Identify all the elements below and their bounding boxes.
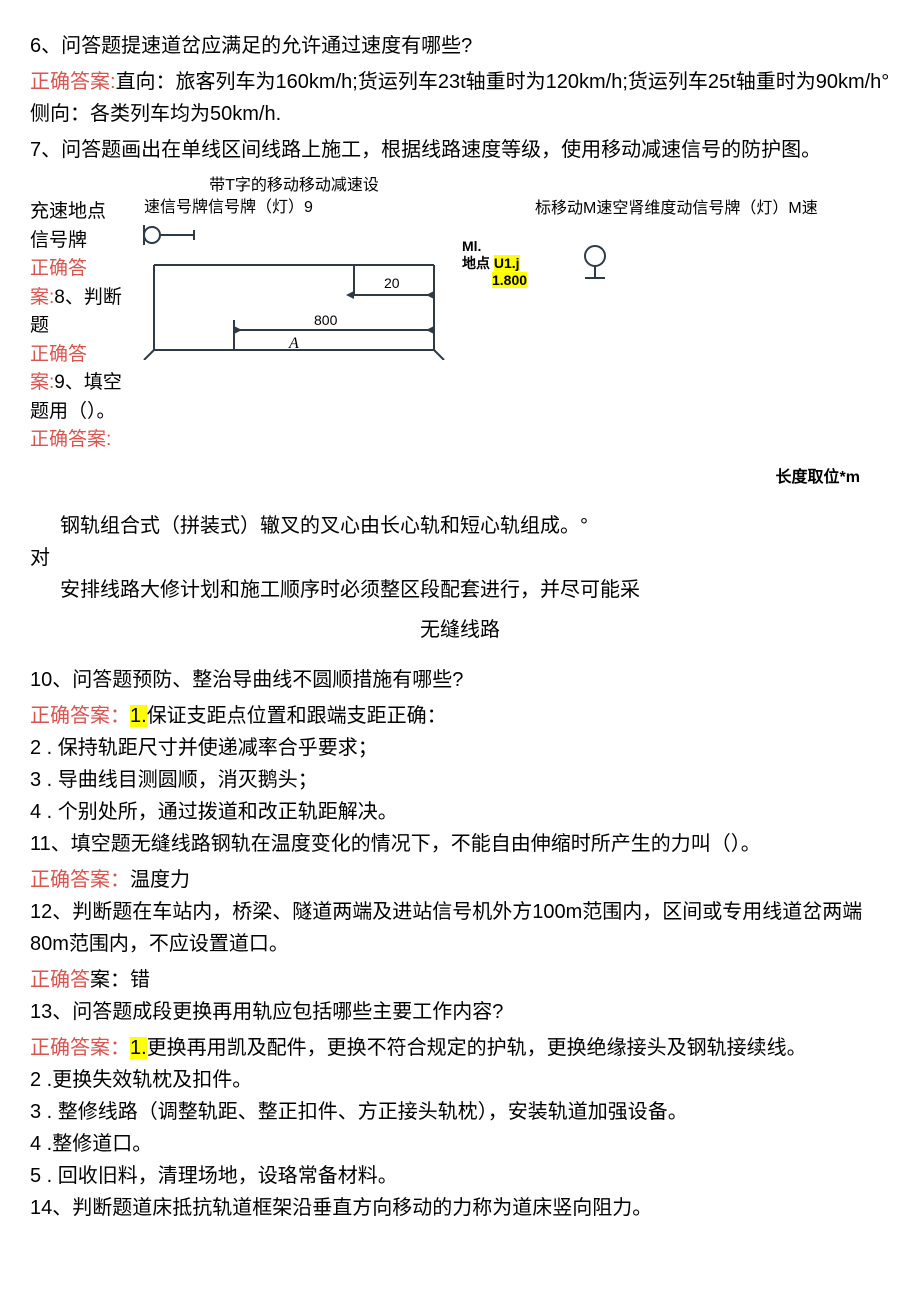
q12-answer-text: 案：错 bbox=[90, 969, 150, 991]
q10-a2: 2 . 保持轨距尺寸并使递减率合乎要求； bbox=[30, 732, 890, 764]
center-text: 无缝线路 bbox=[30, 614, 890, 646]
diagram-right-col: Ml. 地点 U1.j 1.800 bbox=[462, 176, 527, 288]
protection-diagram: 20 800 A bbox=[134, 220, 454, 360]
q13-a3: 3 . 整修线路（调整轨距、整正扣件、方正接头轨枕），安装轨道加强设备。 bbox=[30, 1096, 890, 1128]
svg-text:20: 20 bbox=[384, 275, 400, 291]
diag-u1j: U1.j bbox=[494, 255, 520, 271]
q10-a4: 4 . 个别处所，通过拨道和改正轨距解决。 bbox=[30, 796, 890, 828]
signal-icon bbox=[575, 242, 615, 282]
q13-a2: 2 .更换失效轨枕及扣件。 bbox=[30, 1064, 890, 1096]
diagram-section: 充速地点 信号牌 正确答案:8、判断题 正确答案:9、填空题用（）。 正确答案:… bbox=[30, 176, 890, 455]
para1b: 对 bbox=[30, 542, 890, 574]
diagram-far-right: 标移动M速空肾维度动信号牌（灯）M速 bbox=[535, 196, 818, 282]
q6-answer-text: 直向：旅客列车为160km/h;货运列车23t轴重时为120km/h;货运列车2… bbox=[30, 71, 889, 125]
diag-1800: 1.800 bbox=[492, 272, 527, 288]
q10-answer-label: 正确答案： bbox=[30, 705, 130, 727]
diag-mid-h2: 速信号牌信号牌（灯）9 bbox=[134, 198, 454, 218]
diag-left-a3: 正确答案: bbox=[30, 429, 111, 450]
q11-answer-text: 温度力 bbox=[130, 869, 190, 891]
q6-text: 6、问答题提速道岔应满足的允许通过速度有哪些? bbox=[30, 30, 890, 62]
diag-right-text: 标移动M速空肾维度动信号牌（灯）M速 bbox=[535, 196, 818, 222]
svg-text:A: A bbox=[288, 335, 299, 352]
diag-left-1: 充速地点 bbox=[30, 198, 126, 227]
q12-answer: 正确答案：错 bbox=[30, 964, 890, 996]
q6-answer-label: 正确答案: bbox=[30, 71, 116, 93]
para1: 钢轨组合式（拼装式）辙叉的叉心由长心轨和短心轨组成。° bbox=[30, 510, 890, 542]
q11-answer-label: 正确答案： bbox=[30, 869, 130, 891]
q13-a1: 更换再用凯及配件，更换不符合规定的护轨，更换绝缘接头及钢轨接续线。 bbox=[147, 1037, 807, 1059]
diag-mid-h1: 带T字的移动移动减速设 bbox=[134, 176, 454, 196]
q11-answer: 正确答案：温度力 bbox=[30, 864, 890, 896]
q14-text: 14、判断题道床抵抗轨道框架沿垂直方向移动的力称为道床竖向阻力。 bbox=[30, 1192, 890, 1224]
q13-a4: 4 .整修道口。 bbox=[30, 1128, 890, 1160]
diagram-left-col: 充速地点 信号牌 正确答案:8、判断题 正确答案:9、填空题用（）。 正确答案: bbox=[30, 176, 126, 455]
q10-text: 10、问答题预防、整治导曲线不圆顺措施有哪些? bbox=[30, 664, 890, 696]
q13-text: 13、问答题成段更换再用轨应包括哪些主要工作内容? bbox=[30, 996, 890, 1028]
q13-answer: 正确答案：1.更换再用凯及配件，更换不符合规定的护轨，更换绝缘接头及钢轨接续线。 bbox=[30, 1032, 890, 1064]
diag-left-2: 信号牌 bbox=[30, 227, 126, 256]
q10-a1: 保证支距点位置和跟端支距正确： bbox=[147, 705, 447, 727]
q10-a3: 3 . 导曲线目测圆顺，消灭鹅头； bbox=[30, 764, 890, 796]
q12-answer-label: 正确答 bbox=[30, 969, 90, 991]
q10-hl: 1. bbox=[130, 705, 147, 727]
q13-a5: 5 . 回收旧料，清理场地，设珞常备材料。 bbox=[30, 1160, 890, 1192]
footnote: 长度取位*m bbox=[30, 465, 860, 491]
para2: 安排线路大修计划和施工顺序时必须整区段配套进行，并尽可能采 bbox=[30, 574, 890, 606]
q13-hl: 1. bbox=[130, 1037, 147, 1059]
q10-answer: 正确答案：1.保证支距点位置和跟端支距正确： bbox=[30, 700, 890, 732]
diag-ml: Ml. bbox=[462, 238, 481, 254]
q7-text: 7、问答题画出在单线区间线路上施工，根据线路速度等级，使用移动减速信号的防护图。 bbox=[30, 134, 890, 166]
q12-text: 12、判断题在车站内，桥梁、隧道两端及进站信号机外方100m范围内，区间或专用线… bbox=[30, 896, 890, 960]
q6-answer: 正确答案:直向：旅客列车为160km/h;货运列车23t轴重时为120km/h;… bbox=[30, 66, 890, 130]
diag-addr: 地点 bbox=[462, 255, 490, 271]
diagram-mid-col: 带T字的移动移动减速设 速信号牌信号牌（灯）9 20 800 A bbox=[134, 176, 454, 360]
svg-text:800: 800 bbox=[314, 312, 338, 328]
q13-answer-label: 正确答案： bbox=[30, 1037, 130, 1059]
q11-text: 11、填空题无缝线路钢轨在温度变化的情况下，不能自由伸缩时所产生的力叫（）。 bbox=[30, 828, 890, 860]
